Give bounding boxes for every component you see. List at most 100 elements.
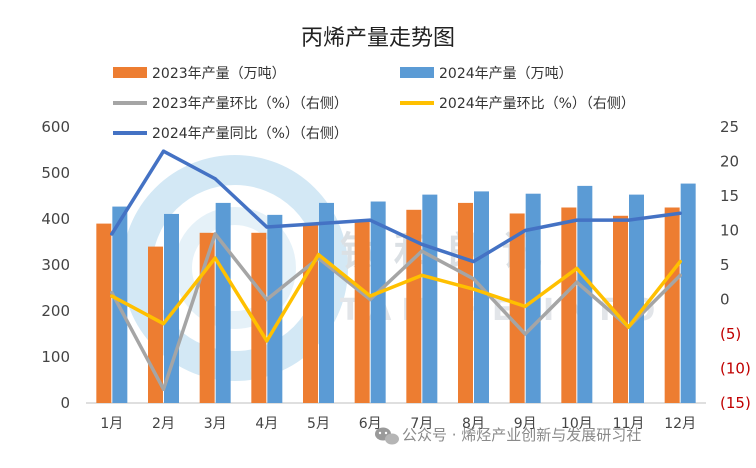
wechat-icon <box>375 427 399 445</box>
footer: 公众号 · 烯烃产业创新与发展研习社 <box>375 426 641 445</box>
bar-2024-11 <box>629 194 644 403</box>
line-2024-mom-point <box>420 273 424 277</box>
line-2024-mom-point <box>265 339 269 343</box>
y-right-tick-label: 0 <box>720 291 730 309</box>
bar-2023-2 <box>148 246 163 403</box>
legend-label-2024-mom: 2024年产量环比（%）（右侧） <box>439 96 635 112</box>
y-right-tick-label: (15) <box>720 394 751 412</box>
line-2024-mom <box>110 252 682 343</box>
bar-2024-4 <box>267 214 283 403</box>
line-2023-mom-point <box>368 297 372 302</box>
bar-2024-5 <box>319 202 334 403</box>
y-left-tick-label: 300 <box>41 256 70 274</box>
bar-2024-8 <box>474 191 489 403</box>
bar-2024-9 <box>525 193 541 403</box>
legend-swatch-2023-output <box>113 67 147 78</box>
y-left-tick-label: 200 <box>41 302 70 320</box>
line-2023-mom-point <box>265 297 269 302</box>
legend-label-2023-output: 2023年产量（万吨） <box>152 66 286 82</box>
line-2024-mom-point <box>368 294 372 298</box>
line-2023-mom-point <box>213 232 217 236</box>
x-tick-label: 1月 <box>100 416 123 432</box>
x-tick-label: 3月 <box>204 416 227 432</box>
line-2024-yoy-point <box>368 218 372 222</box>
x-tick-label: 8月 <box>462 416 485 432</box>
x-tick-label: 12月 <box>664 416 696 432</box>
line-2023-mom-point <box>678 273 682 277</box>
legend-item-2024-output: 2024年产量（万吨） <box>400 66 573 82</box>
y-right-tick-label: 5 <box>720 256 730 274</box>
bar-2023-12 <box>664 207 680 403</box>
bar-2024-12 <box>680 183 696 403</box>
line-2024-yoy-point <box>161 149 166 153</box>
bar-2023-9 <box>509 213 525 403</box>
y-left-tick-label: 400 <box>41 210 70 228</box>
line-2024-mom-point <box>316 253 321 257</box>
y-left-tick-label: 500 <box>41 164 70 182</box>
line-2023-mom-point <box>161 387 166 391</box>
y-right-tick-label: (10) <box>720 360 751 378</box>
y-left-tick-label: 0 <box>60 394 70 412</box>
line-2024-mom-point <box>575 266 579 271</box>
y-right-tick-label: 25 <box>720 118 739 136</box>
line-2024-mom-point <box>678 259 682 264</box>
line-2024-yoy <box>110 149 682 264</box>
line-2024-mom-point <box>110 294 114 298</box>
line-2024-yoy-point <box>523 228 527 233</box>
y-right-tick-label: 20 <box>720 153 739 171</box>
y-right-tick-label: 10 <box>720 222 739 240</box>
x-tick-label: 4月 <box>255 416 278 432</box>
bar-2024-7 <box>422 194 438 403</box>
x-tick-label: 11月 <box>613 416 645 432</box>
line-2024-mom-point <box>523 304 527 308</box>
x-tick-label: 9月 <box>514 416 537 432</box>
x-tick-label: 6月 <box>359 416 382 432</box>
line-2023-mom-point <box>523 332 527 336</box>
line-2024-yoy-point <box>213 177 217 181</box>
line-2024-mom-point <box>161 322 166 326</box>
x-tick-label: 10月 <box>561 416 593 432</box>
legend-label-2024-yoy: 2024年产量同比（%）（右侧） <box>152 126 348 142</box>
y-right-tick-label: (5) <box>720 325 741 343</box>
watermark-inner-ring <box>174 207 296 329</box>
footer-text: 公众号 · 烯烃产业创新与发展研习社 <box>402 426 641 444</box>
line-2024-mom-point <box>626 325 631 329</box>
line-2023-mom-point <box>110 291 114 295</box>
line-2024-yoy-point <box>420 242 424 246</box>
line-2024-yoy-point <box>626 218 631 222</box>
line-2024-yoy-point <box>265 225 269 229</box>
x-tick-label: 5月 <box>307 416 330 432</box>
line-2023-mom-point <box>575 280 579 284</box>
line-2024-yoy-point <box>110 232 114 236</box>
bar-2023-11 <box>613 215 628 403</box>
chart-title: 丙烯产量走势图 <box>301 26 455 51</box>
line-2024-yoy-point <box>316 222 321 226</box>
bar-2024-3 <box>215 202 231 403</box>
bar-2024-10 <box>577 185 593 403</box>
line-2024-mom-point <box>213 256 217 260</box>
bar-2024-6 <box>370 201 386 403</box>
line-2023-mom-point <box>420 249 424 253</box>
line-2024-yoy-point <box>471 259 476 264</box>
bar-2023-6 <box>354 221 370 403</box>
x-tick-label: 2月 <box>152 416 175 432</box>
line-2024-mom-point <box>471 287 476 291</box>
legend: 2023年产量（万吨） 2024年产量（万吨） 2023年产量环比（%）（右侧）… <box>113 66 635 142</box>
axes: 0 100 200 300 400 500 600 (15) (10) (5) 0 5 10 15 20 25… <box>41 118 750 432</box>
legend-label-2024-output: 2024年产量（万吨） <box>439 66 573 82</box>
y-left-tick-label: 600 <box>41 118 70 136</box>
legend-item-2024-yoy: 2024年产量同比（%）（右侧） <box>113 126 348 142</box>
line-2024-yoy-point <box>678 211 682 215</box>
legend-item-2024-mom: 2024年产量环比（%）（右侧） <box>400 96 635 112</box>
bar-2023-1 <box>96 223 112 403</box>
y-left-tick-label: 100 <box>41 348 70 366</box>
bar-2023-4 <box>251 232 267 403</box>
y-right-tick-label: 15 <box>720 187 739 205</box>
bar-2023-7 <box>406 209 422 403</box>
bar-2023-8 <box>458 202 473 403</box>
x-tick-label: 7月 <box>410 416 433 432</box>
legend-item-2023-output: 2023年产量（万吨） <box>113 66 286 82</box>
legend-swatch-2024-output <box>400 67 434 78</box>
